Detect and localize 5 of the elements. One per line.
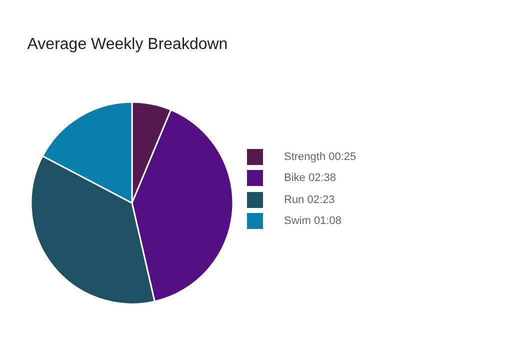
legend-label: Strength 00:25 (284, 150, 356, 163)
chart-title: Average Weekly Breakdown (26, 36, 229, 54)
legend-label: Swim 01:08 (284, 215, 342, 228)
legend-label: Run 02:23 (284, 194, 335, 206)
legend-label: Bike 02:38 (284, 172, 336, 184)
